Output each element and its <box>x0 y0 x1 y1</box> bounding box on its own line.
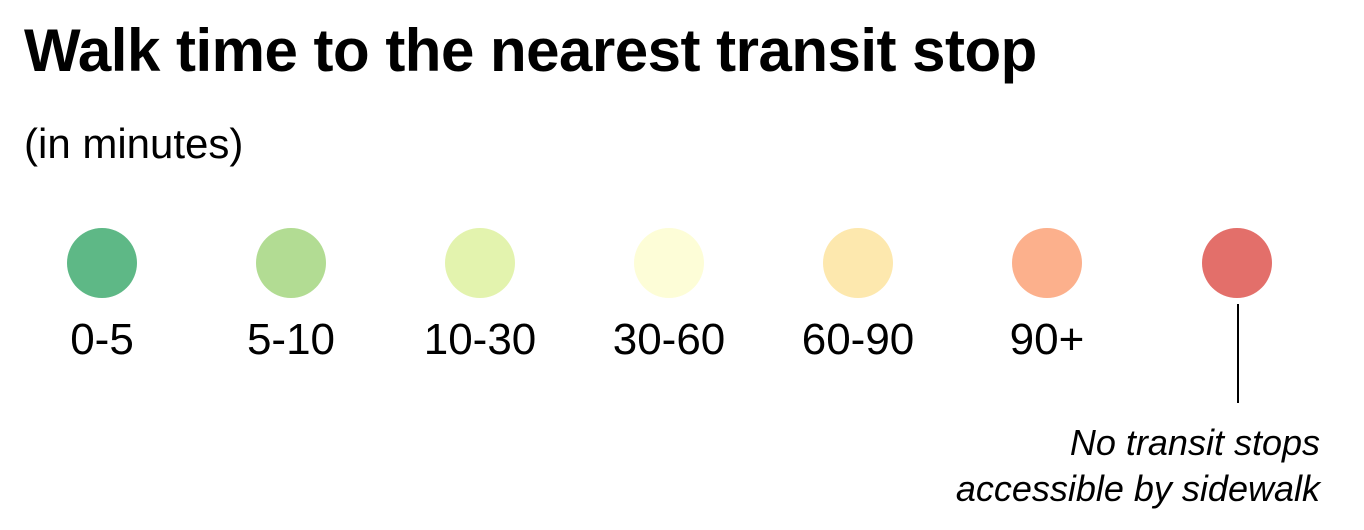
legend-swatch-90-plus <box>1012 228 1082 298</box>
legend-swatch-60-90 <box>823 228 893 298</box>
legend-label-90-plus: 90+ <box>1009 315 1085 364</box>
legend-swatch-no-access <box>1202 228 1272 298</box>
legend-item-0-5: 0-5 <box>22 228 182 364</box>
legend-swatch-5-10 <box>256 228 326 298</box>
annotation-line-1: No transit stops <box>1069 422 1320 463</box>
legend-subtitle: (in minutes) <box>24 120 244 167</box>
legend-title: Walk time to the nearest transit stop <box>24 17 1037 84</box>
annotation-leader-line <box>1237 304 1239 403</box>
legend-label-10-30: 10-30 <box>423 315 537 364</box>
no-access-annotation: No transit stops accessible by sidewalk <box>956 420 1320 512</box>
legend-label-60-90: 60-90 <box>801 315 915 364</box>
legend-item-30-60: 30-60 <box>589 228 749 364</box>
legend-item-5-10: 5-10 <box>211 228 371 364</box>
legend-label-5-10: 5-10 <box>246 315 336 364</box>
legend-item-10-30: 10-30 <box>400 228 560 364</box>
legend-swatch-30-60 <box>634 228 704 298</box>
legend-swatch-10-30 <box>445 228 515 298</box>
legend-item-60-90: 60-90 <box>778 228 938 364</box>
annotation-line-2: accessible by sidewalk <box>955 468 1320 509</box>
legend-label-30-60: 30-60 <box>612 315 726 364</box>
legend-item-90-plus: 90+ <box>967 228 1127 364</box>
legend-swatch-0-5 <box>67 228 137 298</box>
legend-item-no-access <box>1157 228 1317 298</box>
legend-label-0-5: 0-5 <box>70 315 134 364</box>
